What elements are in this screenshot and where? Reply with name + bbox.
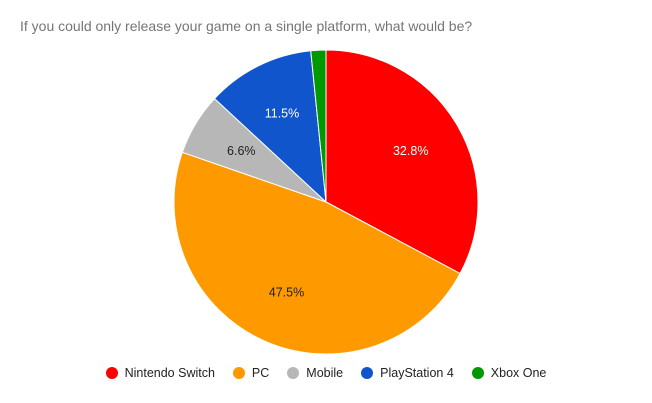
legend-item-xbox-one: Xbox One: [471, 366, 547, 380]
legend-item-mobile: Mobile: [287, 366, 343, 380]
pie-slice-playstation-4: [213, 50, 327, 204]
pie-slice-xbox-one: [310, 49, 327, 203]
legend-swatch: [287, 367, 300, 379]
pie-slice-nintendo-switch: [325, 49, 479, 275]
legend-swatch: [471, 367, 484, 379]
legend-label: PlayStation 4: [380, 366, 454, 380]
legend-swatch: [361, 367, 374, 379]
slice-label-nintendo-switch: 32.8%: [393, 144, 428, 158]
legend: Nintendo Switch PC Mobile PlayStation 4 Xbox…: [0, 366, 652, 380]
legend-item-nintendo-switch: Nintendo Switch: [105, 366, 215, 380]
legend-label: Nintendo Switch: [124, 366, 215, 380]
legend-label: Xbox One: [490, 366, 547, 380]
legend-swatch: [105, 367, 118, 379]
legend-label: Mobile: [306, 366, 344, 380]
slice-label-pc: 47.5%: [269, 286, 304, 300]
slice-label-playstation-4: 11.5%: [265, 107, 300, 121]
legend-swatch: [232, 367, 245, 379]
chart-title: If you could only release your game on a…: [20, 18, 473, 34]
legend-label: PC: [251, 366, 270, 380]
legend-item-playstation-4: PlayStation 4: [361, 366, 454, 380]
pie-slice-pc: [173, 151, 461, 355]
slice-label-mobile: 6.6%: [227, 144, 256, 158]
legend-item-pc: PC: [232, 366, 270, 380]
